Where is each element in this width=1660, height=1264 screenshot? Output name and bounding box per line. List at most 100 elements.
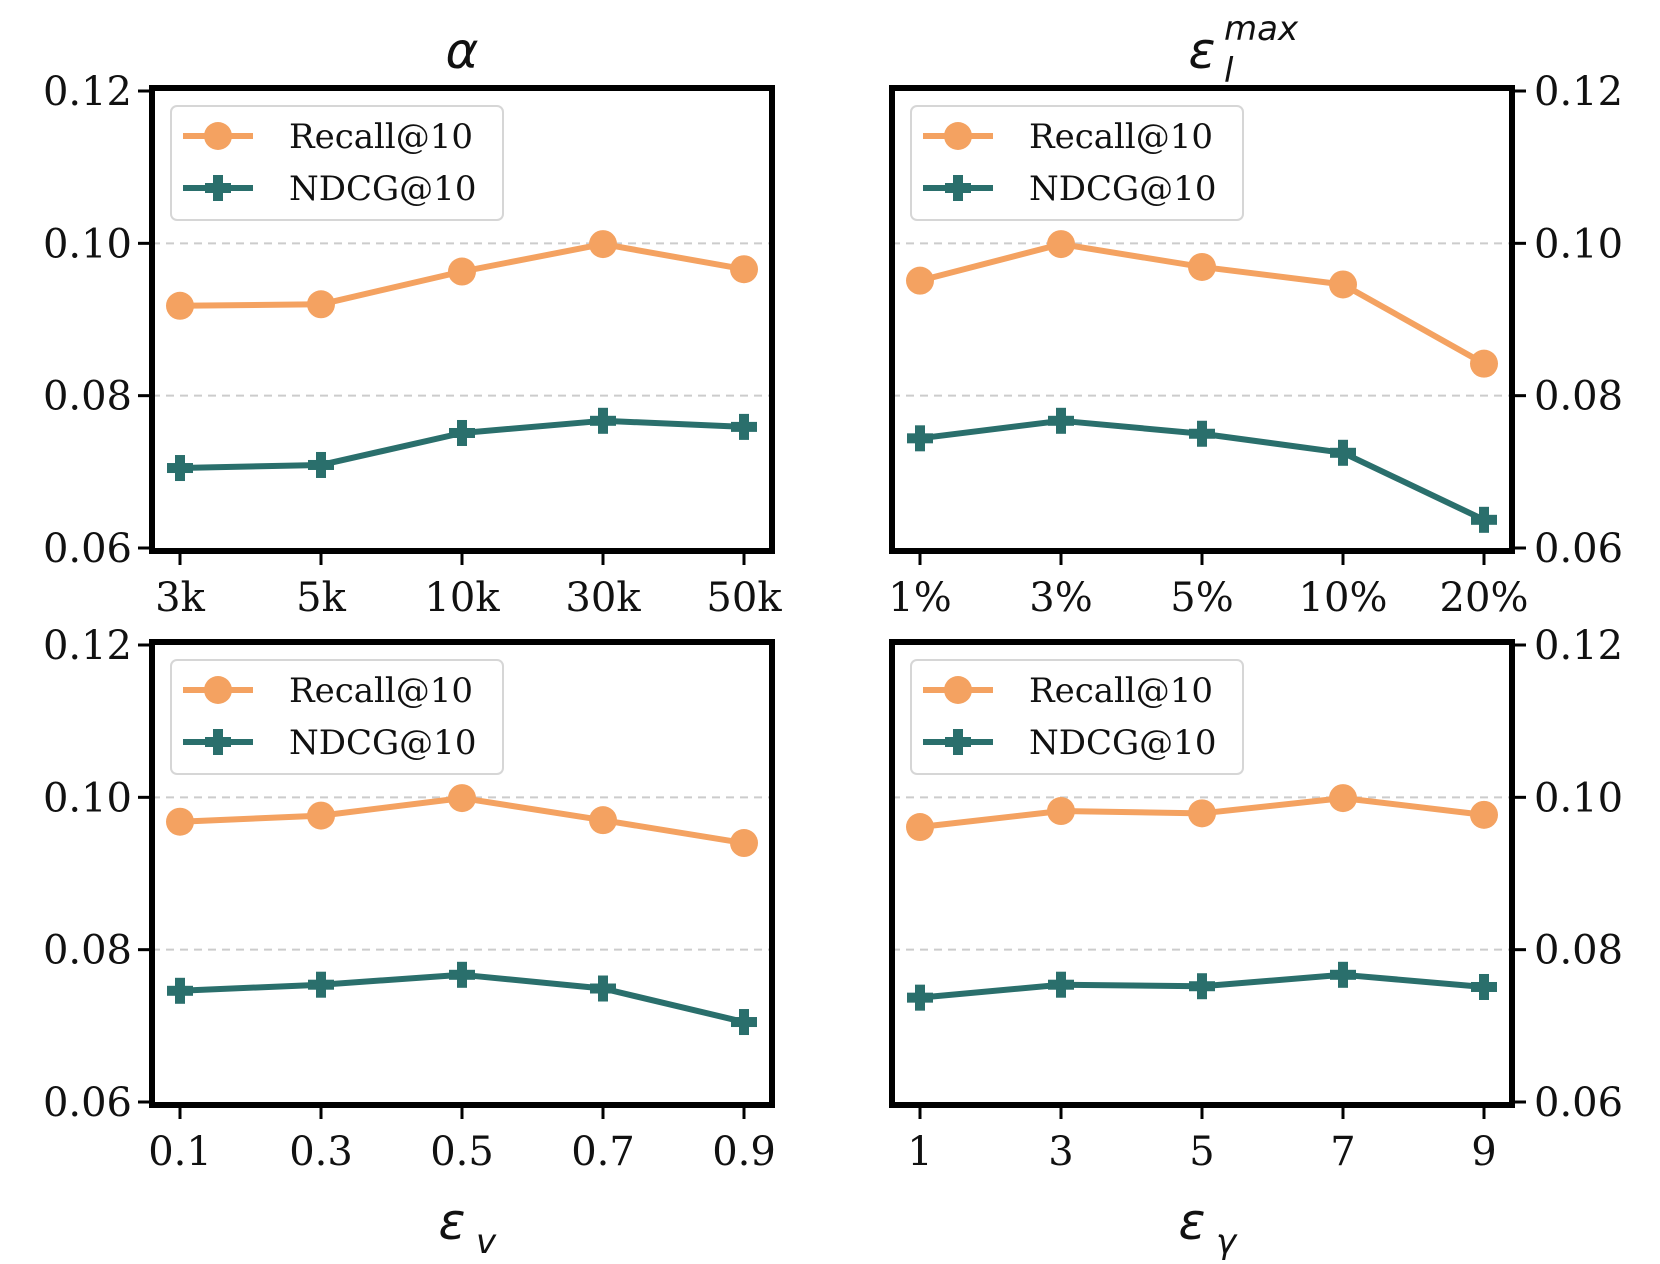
x-tick-label: 10% xyxy=(1299,575,1388,621)
y-tick-label: 0.12 xyxy=(1534,69,1623,115)
legend-marker-circle xyxy=(944,676,972,704)
legend-label: NDCG@10 xyxy=(1029,169,1216,209)
data-point-recall xyxy=(906,813,934,842)
legend: Recall@10 NDCG@10 xyxy=(170,105,504,221)
x-axis-label-sub: v xyxy=(476,1222,497,1262)
data-point-recall xyxy=(448,257,476,286)
legend-marker-plus-v xyxy=(213,175,223,201)
plus-bar-v xyxy=(739,1009,749,1036)
y-tick-label: 0.06 xyxy=(1534,1080,1623,1126)
x-tick-label: 0.3 xyxy=(289,1129,353,1175)
legend-marker-circle xyxy=(944,122,972,150)
x-tick-label: 3k xyxy=(155,575,205,621)
legend-marker-plus-v xyxy=(953,729,963,755)
x-tick-label: 7 xyxy=(1330,1129,1355,1175)
data-point-recall xyxy=(730,829,758,858)
data-point-recall xyxy=(1047,230,1075,259)
x-tick-label: 20% xyxy=(1440,575,1529,621)
data-point-ndcg xyxy=(590,975,616,1002)
x-tick-label: 5 xyxy=(1189,1129,1214,1175)
x-tick-label: 1 xyxy=(907,1129,932,1175)
data-point-ndcg xyxy=(1048,407,1074,434)
data-point-recall xyxy=(307,801,335,830)
data-point-recall xyxy=(166,291,194,320)
y-tick-label: 0.08 xyxy=(43,374,132,420)
legend-label: Recall@10 xyxy=(289,117,473,157)
legend-box xyxy=(170,659,504,775)
x-tick-label: 9 xyxy=(1471,1129,1496,1175)
plus-bar-v xyxy=(1197,973,1207,1000)
x-tick-label: 0.5 xyxy=(430,1129,494,1175)
plus-bar-v xyxy=(1197,420,1207,447)
legend-box xyxy=(910,659,1244,775)
y-tick-label: 0.12 xyxy=(1534,623,1623,669)
panel-title: ε xyxy=(1188,22,1215,80)
plus-bar-v xyxy=(1479,506,1489,533)
legend-label: Recall@10 xyxy=(289,671,473,711)
x-tick-label: 3 xyxy=(1048,1129,1073,1175)
x-tick-label: 1% xyxy=(888,575,951,621)
x-tick-label: 3% xyxy=(1029,575,1092,621)
y-tick-label: 0.10 xyxy=(1534,775,1623,821)
legend-marker-plus-v xyxy=(213,729,223,755)
y-tick-label: 0.12 xyxy=(43,623,132,669)
data-point-recall xyxy=(1329,784,1357,813)
data-point-recall xyxy=(730,255,758,284)
data-point-recall xyxy=(1470,800,1498,829)
plus-bar-v xyxy=(1338,961,1348,988)
data-point-ndcg xyxy=(1330,439,1356,466)
x-axis-label-sub: γ xyxy=(1216,1222,1238,1262)
data-point-ndcg xyxy=(449,419,475,446)
x-tick-label: 0.7 xyxy=(571,1129,635,1175)
y-tick-label: 0.10 xyxy=(43,221,132,267)
data-point-ndcg xyxy=(907,425,933,452)
data-point-recall xyxy=(307,290,335,319)
y-tick-label: 0.06 xyxy=(43,526,132,572)
data-point-recall xyxy=(589,806,617,835)
y-tick-label: 0.08 xyxy=(1534,374,1623,420)
data-point-ndcg xyxy=(731,413,757,440)
plus-bar-v xyxy=(316,451,326,478)
data-point-ndcg xyxy=(308,451,334,478)
legend: Recall@10 NDCG@10 xyxy=(910,659,1244,775)
data-point-ndcg xyxy=(590,407,616,434)
plus-bar-v xyxy=(1338,439,1348,466)
data-point-recall xyxy=(448,784,476,813)
plus-bar-v xyxy=(739,413,749,440)
data-point-ndcg xyxy=(1471,973,1497,1000)
legend-label: NDCG@10 xyxy=(289,723,476,763)
y-tick-label: 0.10 xyxy=(43,775,132,821)
legend-marker-circle xyxy=(204,676,232,704)
panel-title: α xyxy=(446,22,479,80)
legend: Recall@10 NDCG@10 xyxy=(170,659,504,775)
data-point-ndcg xyxy=(167,977,193,1004)
legend: Recall@10 NDCG@10 xyxy=(910,105,1244,221)
panel-3: 0.06 0.08 0.10 0.12 0.1 0.3 0.5 0.7 0.9 Recall@10… xyxy=(43,623,776,1262)
x-tick-label: 50k xyxy=(706,575,782,621)
data-point-recall xyxy=(589,230,617,259)
plus-bar-v xyxy=(598,975,608,1002)
y-tick-label: 0.08 xyxy=(1534,928,1623,974)
x-tick-label: 5k xyxy=(296,575,346,621)
x-tick-label: 0.9 xyxy=(712,1129,776,1175)
x-axis-label: ε xyxy=(438,1193,465,1251)
y-tick-label: 0.12 xyxy=(43,69,132,115)
plus-bar-v xyxy=(457,961,467,988)
data-point-recall xyxy=(906,266,934,295)
data-point-ndcg xyxy=(1330,961,1356,988)
legend-marker-plus-v xyxy=(953,175,963,201)
data-point-recall xyxy=(1188,252,1216,281)
legend-box xyxy=(170,105,504,221)
x-tick-label: 30k xyxy=(565,575,641,621)
y-tick-label: 0.08 xyxy=(43,928,132,974)
panel-title-sup: max xyxy=(1224,9,1299,49)
legend-box xyxy=(910,105,1244,221)
data-point-ndcg xyxy=(1048,971,1074,998)
legend-label: NDCG@10 xyxy=(1029,723,1216,763)
panel-title-sub: l xyxy=(1224,51,1234,91)
data-point-ndcg xyxy=(308,971,334,998)
x-tick-label: 5% xyxy=(1170,575,1233,621)
plus-bar-v xyxy=(457,419,467,446)
legend-label: Recall@10 xyxy=(1029,117,1213,157)
panel-1: 0.06 0.08 0.10 0.12 3k 5k 10k 30k 50k Recall@10 ND… xyxy=(43,22,782,621)
